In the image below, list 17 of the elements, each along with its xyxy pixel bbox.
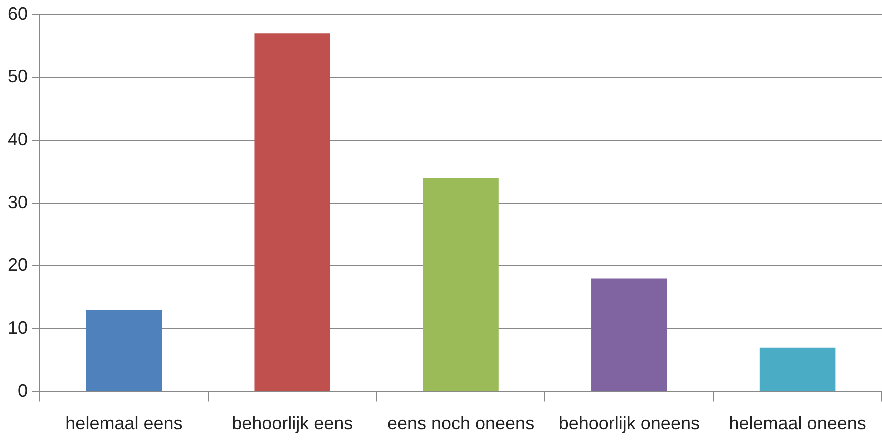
y-tick-label: 50 — [8, 66, 28, 87]
y-tick-label: 0 — [18, 380, 28, 401]
x-tick-label: behoorlijk eens — [232, 413, 354, 434]
y-tick-label: 40 — [8, 129, 28, 150]
bar — [86, 310, 162, 392]
x-tick-label: behoorlijk oneens — [558, 413, 700, 434]
x-tick-label: helemaal oneens — [729, 413, 866, 434]
y-tick-label: 10 — [8, 318, 28, 338]
bar — [760, 348, 836, 392]
bar — [423, 178, 499, 392]
y-tick-label: 60 — [8, 4, 28, 24]
x-tick-label: helemaal eens — [66, 413, 183, 434]
y-tick-label: 30 — [8, 192, 28, 212]
y-tick-label: 20 — [8, 255, 28, 276]
bar — [592, 278, 668, 392]
x-tick-label: eens noch oneens — [387, 413, 535, 434]
bar — [254, 34, 331, 392]
